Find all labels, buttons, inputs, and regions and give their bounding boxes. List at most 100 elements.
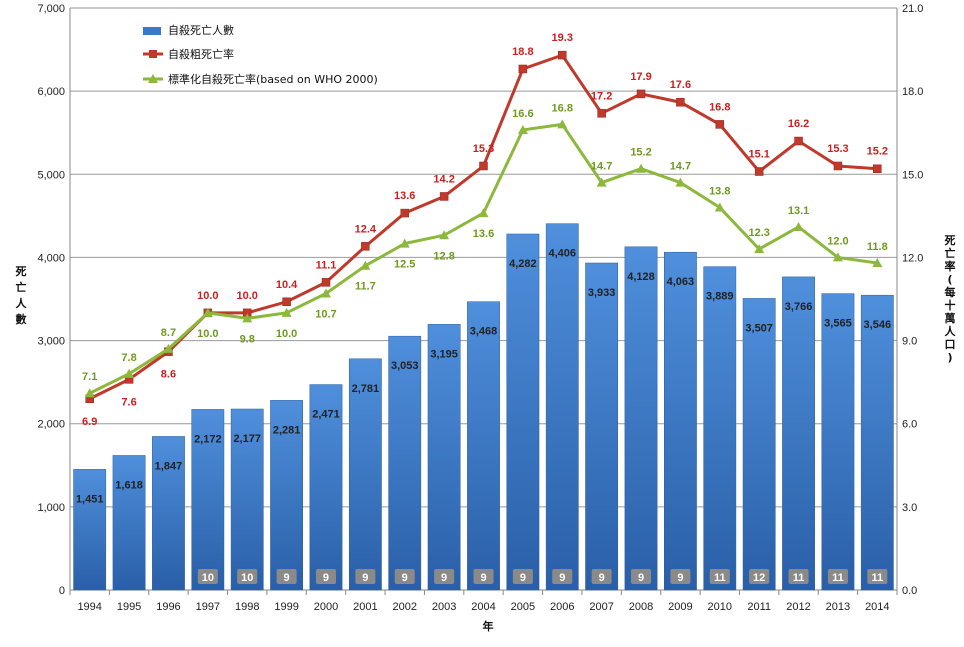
x-tick-label: 1999 — [274, 601, 298, 613]
std-rate-label: 10.0 — [276, 328, 297, 340]
bar — [742, 298, 776, 591]
bar-value-label: 2,781 — [352, 383, 380, 395]
std-rate-point — [872, 257, 883, 267]
std-rate-point — [242, 313, 253, 323]
crude-rate-label: 17.9 — [630, 71, 651, 83]
rank-badge — [315, 569, 336, 584]
std-rate-label: 8.7 — [161, 327, 176, 339]
std-rate-point — [202, 307, 213, 317]
x-tick-label: 2003 — [432, 601, 456, 613]
std-rate-label: 7.1 — [82, 371, 97, 383]
y-tick-label: 1,000 — [37, 502, 65, 514]
std-rate-point — [517, 124, 528, 134]
rank-badge-label: 9 — [559, 572, 565, 584]
y-axis-title: 死亡人數 — [16, 265, 28, 326]
crude-rate-point — [636, 89, 646, 99]
rank-badge-label: 9 — [441, 572, 447, 584]
bar-value-label: 3,889 — [706, 291, 734, 303]
rank-badge — [788, 569, 809, 584]
crude-rate-label: 15.2 — [867, 146, 888, 158]
rank-badge — [276, 569, 297, 584]
crude-rate-point — [479, 161, 488, 171]
rank-badge — [709, 569, 730, 584]
std-rate-label: 10.0 — [197, 328, 218, 340]
rank-badge-label: 9 — [402, 572, 408, 584]
rank-badge — [670, 569, 691, 584]
std-rate-label: 13.8 — [709, 186, 730, 198]
x-tick-label: 2002 — [392, 601, 416, 613]
rank-badge — [197, 569, 218, 584]
crude-rate-label: 17.6 — [670, 79, 691, 91]
rank-badge-label: 9 — [599, 572, 605, 584]
std-rate-point — [793, 221, 804, 231]
rank-badge — [631, 569, 652, 584]
rank-badge-label: 11 — [871, 572, 883, 584]
x-tick-label: 2010 — [708, 601, 732, 613]
bar — [191, 409, 225, 591]
bar-value-label: 1,618 — [115, 479, 143, 491]
bar — [112, 455, 146, 591]
crude-rate-point — [439, 192, 449, 201]
x-tick-label: 1998 — [235, 601, 259, 613]
bar — [545, 223, 579, 591]
x-tick-label: 2005 — [511, 601, 535, 613]
bar-value-label: 3,933 — [588, 287, 616, 299]
x-tick-label: 2012 — [786, 601, 810, 613]
crude-rate-label: 18.8 — [512, 46, 533, 58]
legend-swatch-marker — [149, 50, 157, 58]
bar-value-label: 2,177 — [233, 433, 261, 445]
rank-badge-label: 9 — [480, 572, 486, 584]
rank-badge — [394, 569, 415, 584]
crude-rate-point — [715, 120, 725, 129]
crude-rate-point — [794, 136, 803, 146]
x-tick-label: 2000 — [314, 601, 338, 613]
rank-badge-label: 9 — [520, 572, 526, 584]
rank-badge — [237, 569, 258, 584]
std-rate-label: 13.6 — [473, 228, 494, 240]
bar — [585, 262, 619, 591]
rank-badge — [591, 569, 612, 584]
std-rate-point — [281, 307, 292, 317]
rank-badge — [867, 569, 888, 584]
rank-badge-label: 9 — [677, 572, 683, 584]
rank-badge-label: 9 — [638, 572, 644, 584]
rank-badge — [749, 569, 770, 584]
bar — [467, 301, 500, 591]
crude-rate-label: 16.8 — [709, 101, 730, 113]
rank-badge-label: 12 — [753, 572, 765, 584]
bar-value-label: 3,468 — [470, 326, 498, 338]
y2-axis-title: 死亡率(每十萬人口) — [945, 234, 957, 364]
std-rate-point — [163, 343, 174, 353]
rank-badge-label: 10 — [241, 572, 253, 584]
crude-rate-point — [754, 167, 764, 176]
legend-swatch-marker — [148, 74, 158, 83]
bar — [782, 276, 815, 591]
rank-badge — [512, 569, 533, 584]
bar-value-label: 4,063 — [667, 276, 695, 288]
x-tick-label: 1994 — [77, 601, 101, 613]
rank-badge-label: 10 — [202, 572, 214, 584]
bar — [821, 293, 855, 591]
crude-rate-label: 8.6 — [161, 369, 176, 381]
x-tick-label: 2011 — [747, 601, 771, 613]
std-rate-point — [478, 208, 489, 218]
crude-rate-label: 17.2 — [591, 90, 612, 102]
crude-rate-point — [558, 50, 567, 60]
y2-tick-label: 6.0 — [902, 419, 917, 431]
bar-value-label: 4,282 — [509, 258, 537, 270]
x-tick-label: 2001 — [353, 601, 377, 613]
std-rate-label: 10.7 — [315, 308, 336, 320]
crude-rate-point — [400, 208, 409, 218]
bar-value-label: 4,128 — [627, 271, 655, 283]
std-rate-label: 9.8 — [240, 333, 255, 345]
crude-rate-point — [282, 297, 291, 307]
rank-badge-label: 11 — [832, 572, 844, 584]
crude-rate-label: 11.1 — [316, 259, 337, 271]
bar-value-label: 1,451 — [76, 493, 104, 505]
rank-badge — [473, 569, 494, 584]
crude-rate-label: 19.3 — [552, 32, 573, 44]
y2-tick-label: 0.0 — [902, 585, 917, 597]
